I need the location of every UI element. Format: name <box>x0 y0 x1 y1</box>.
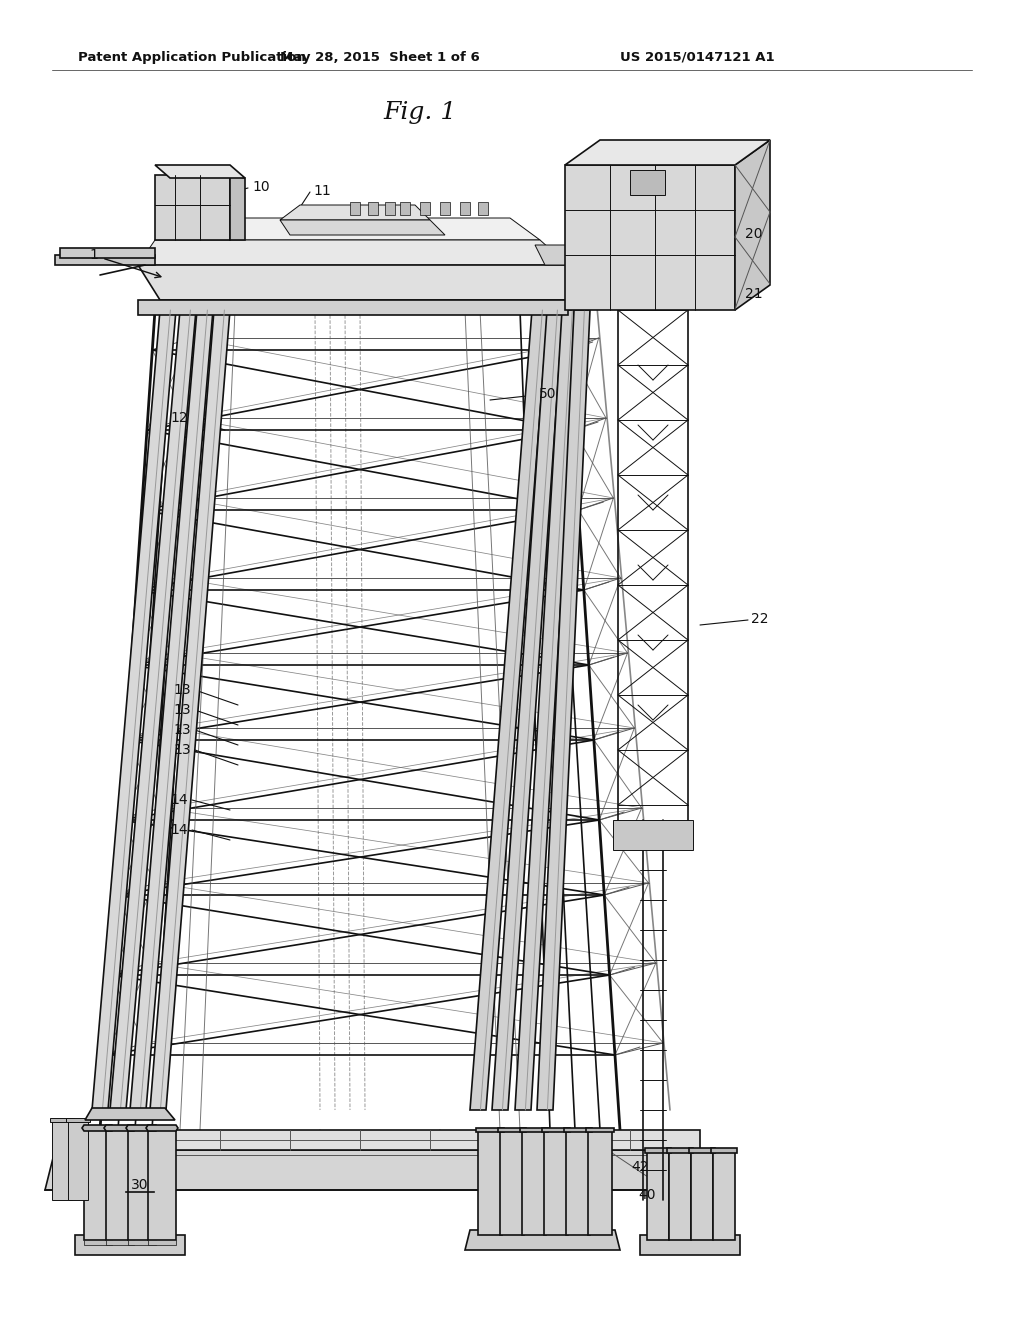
Polygon shape <box>640 1236 740 1255</box>
Polygon shape <box>689 1148 715 1152</box>
Polygon shape <box>535 246 610 265</box>
Polygon shape <box>110 310 196 1110</box>
Polygon shape <box>45 1150 720 1191</box>
Polygon shape <box>128 1239 156 1245</box>
Text: 20: 20 <box>745 227 763 242</box>
Polygon shape <box>385 202 395 215</box>
Polygon shape <box>440 202 450 215</box>
Polygon shape <box>148 1239 176 1245</box>
Polygon shape <box>85 1107 175 1119</box>
Text: 13: 13 <box>173 704 191 717</box>
Text: 14: 14 <box>170 822 188 837</box>
Polygon shape <box>138 240 568 265</box>
Polygon shape <box>647 1150 669 1239</box>
Polygon shape <box>586 1129 614 1133</box>
Polygon shape <box>566 1130 590 1236</box>
Polygon shape <box>476 1129 504 1133</box>
Polygon shape <box>478 202 488 215</box>
Polygon shape <box>588 1130 612 1236</box>
Polygon shape <box>669 1150 691 1239</box>
Polygon shape <box>522 1130 546 1236</box>
Polygon shape <box>470 310 548 1110</box>
Polygon shape <box>68 1119 88 1200</box>
Polygon shape <box>75 1236 185 1255</box>
Polygon shape <box>60 248 155 257</box>
Polygon shape <box>138 265 600 300</box>
Text: 10: 10 <box>252 180 269 194</box>
Text: US 2015/0147121 A1: US 2015/0147121 A1 <box>620 50 774 63</box>
Polygon shape <box>280 205 430 220</box>
Text: 42: 42 <box>631 1160 648 1173</box>
Text: 1: 1 <box>89 248 98 261</box>
Polygon shape <box>420 202 430 215</box>
Polygon shape <box>368 202 378 215</box>
Polygon shape <box>565 165 735 310</box>
Polygon shape <box>84 1130 112 1239</box>
Text: 13: 13 <box>173 723 191 737</box>
Text: 22: 22 <box>751 612 768 626</box>
Polygon shape <box>400 202 410 215</box>
Polygon shape <box>155 218 540 240</box>
Polygon shape <box>713 1150 735 1239</box>
Text: 12: 12 <box>170 411 188 425</box>
Polygon shape <box>50 1118 74 1122</box>
Polygon shape <box>735 140 770 310</box>
Polygon shape <box>630 170 665 195</box>
Polygon shape <box>230 176 245 240</box>
Polygon shape <box>106 1239 134 1245</box>
Polygon shape <box>106 1130 134 1239</box>
Polygon shape <box>691 1150 713 1239</box>
Text: 13: 13 <box>173 682 191 697</box>
Polygon shape <box>645 1148 671 1152</box>
Polygon shape <box>82 1125 114 1131</box>
Text: 13: 13 <box>173 743 191 756</box>
Polygon shape <box>537 310 590 1110</box>
Polygon shape <box>150 310 230 1110</box>
Polygon shape <box>146 1125 178 1131</box>
Polygon shape <box>544 1130 568 1236</box>
Polygon shape <box>465 1230 620 1250</box>
Text: Fig. 1: Fig. 1 <box>383 100 457 124</box>
Polygon shape <box>155 176 230 240</box>
Polygon shape <box>711 1148 737 1152</box>
Polygon shape <box>126 1125 158 1131</box>
Polygon shape <box>138 300 568 315</box>
Polygon shape <box>515 310 578 1110</box>
Polygon shape <box>52 1119 72 1200</box>
Polygon shape <box>613 820 693 850</box>
Text: May 28, 2015  Sheet 1 of 6: May 28, 2015 Sheet 1 of 6 <box>281 50 480 63</box>
Polygon shape <box>520 1129 548 1133</box>
Polygon shape <box>667 1148 693 1152</box>
Polygon shape <box>84 1239 112 1245</box>
Text: Patent Application Publication: Patent Application Publication <box>78 50 306 63</box>
Polygon shape <box>92 310 176 1110</box>
Polygon shape <box>148 1130 176 1239</box>
Polygon shape <box>66 1118 90 1122</box>
Polygon shape <box>155 165 245 178</box>
Polygon shape <box>500 1130 524 1236</box>
Polygon shape <box>542 1129 570 1133</box>
Text: 11: 11 <box>313 183 331 198</box>
Polygon shape <box>478 1130 502 1236</box>
Polygon shape <box>460 202 470 215</box>
Polygon shape <box>498 1129 526 1133</box>
Polygon shape <box>564 1129 592 1133</box>
Polygon shape <box>55 1130 700 1150</box>
Text: 50: 50 <box>539 387 556 401</box>
Polygon shape <box>104 1125 136 1131</box>
Polygon shape <box>350 202 360 215</box>
Polygon shape <box>492 310 563 1110</box>
Text: 30: 30 <box>131 1177 148 1192</box>
Polygon shape <box>280 220 445 235</box>
Polygon shape <box>55 255 155 265</box>
Polygon shape <box>565 140 770 165</box>
Text: 14: 14 <box>170 793 188 807</box>
Polygon shape <box>130 310 213 1110</box>
Text: 40: 40 <box>638 1188 655 1203</box>
Polygon shape <box>128 1130 156 1239</box>
Text: 21: 21 <box>745 286 763 301</box>
